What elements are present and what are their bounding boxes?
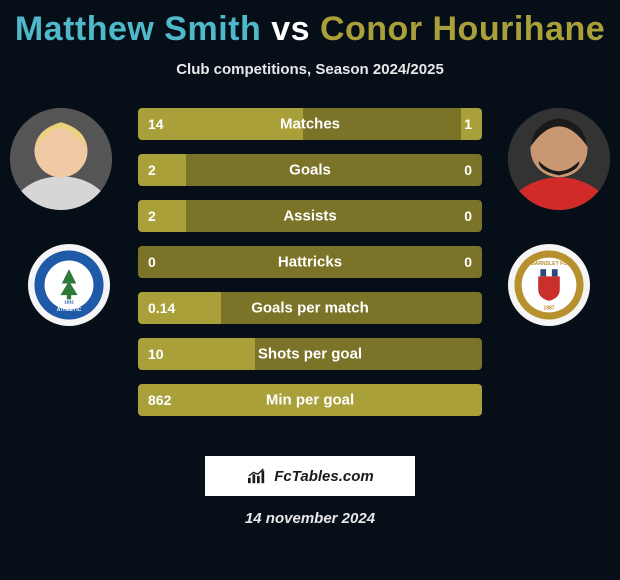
stat-label: Matches — [138, 116, 482, 133]
stat-label: Goals — [138, 162, 482, 179]
stat-row: 20Goals — [138, 154, 482, 186]
player2-avatar — [508, 108, 610, 210]
vs-separator: vs — [261, 10, 320, 48]
stat-label: Goals per match — [138, 300, 482, 317]
stat-row: 0.14Goals per match — [138, 292, 482, 324]
stat-label: Min per goal — [138, 392, 482, 409]
player1-name: Matthew Smith — [15, 10, 261, 48]
stat-row: 00Hattricks — [138, 246, 482, 278]
subtitle: Club competitions, Season 2024/2025 — [0, 61, 620, 78]
stat-label: Assists — [138, 208, 482, 225]
svg-text:1932: 1932 — [64, 300, 74, 305]
brand-chart-icon — [246, 467, 268, 485]
stat-bars: 141Matches 20Goals 20Assists 00Hattricks 0.1… — [138, 108, 482, 430]
club2-badge: BARNSLEY FC 1887 — [508, 244, 590, 326]
club1-badge: WIGAN ATHLETIC 1932 — [28, 244, 110, 326]
player2-name: Conor Hourihane — [320, 10, 605, 48]
stat-label: Hattricks — [138, 254, 482, 271]
club1-badge-svg: WIGAN ATHLETIC 1932 — [33, 249, 105, 321]
date-text: 14 november 2024 — [0, 510, 620, 527]
stat-row: 141Matches — [138, 108, 482, 140]
player2-avatar-svg — [508, 108, 610, 210]
player1-avatar — [10, 108, 112, 210]
stat-row: 20Assists — [138, 200, 482, 232]
page-title: Matthew Smith vs Conor Hourihane — [0, 0, 620, 49]
svg-text:ATHLETIC: ATHLETIC — [57, 307, 82, 313]
stat-row: 862Min per goal — [138, 384, 482, 416]
brand-box: FcTables.com — [205, 456, 415, 496]
svg-text:WIGAN: WIGAN — [59, 262, 79, 268]
svg-text:BARNSLEY FC: BARNSLEY FC — [531, 261, 567, 267]
svg-text:1887: 1887 — [543, 305, 554, 311]
stat-label: Shots per goal — [138, 346, 482, 363]
brand-text: FcTables.com — [274, 468, 373, 485]
stat-row: 10Shots per goal — [138, 338, 482, 370]
player1-avatar-svg — [10, 108, 112, 210]
comparison-area: WIGAN ATHLETIC 1932 BARNSLEY FC 1887 141… — [0, 108, 620, 438]
club2-badge-svg: BARNSLEY FC 1887 — [513, 249, 585, 321]
